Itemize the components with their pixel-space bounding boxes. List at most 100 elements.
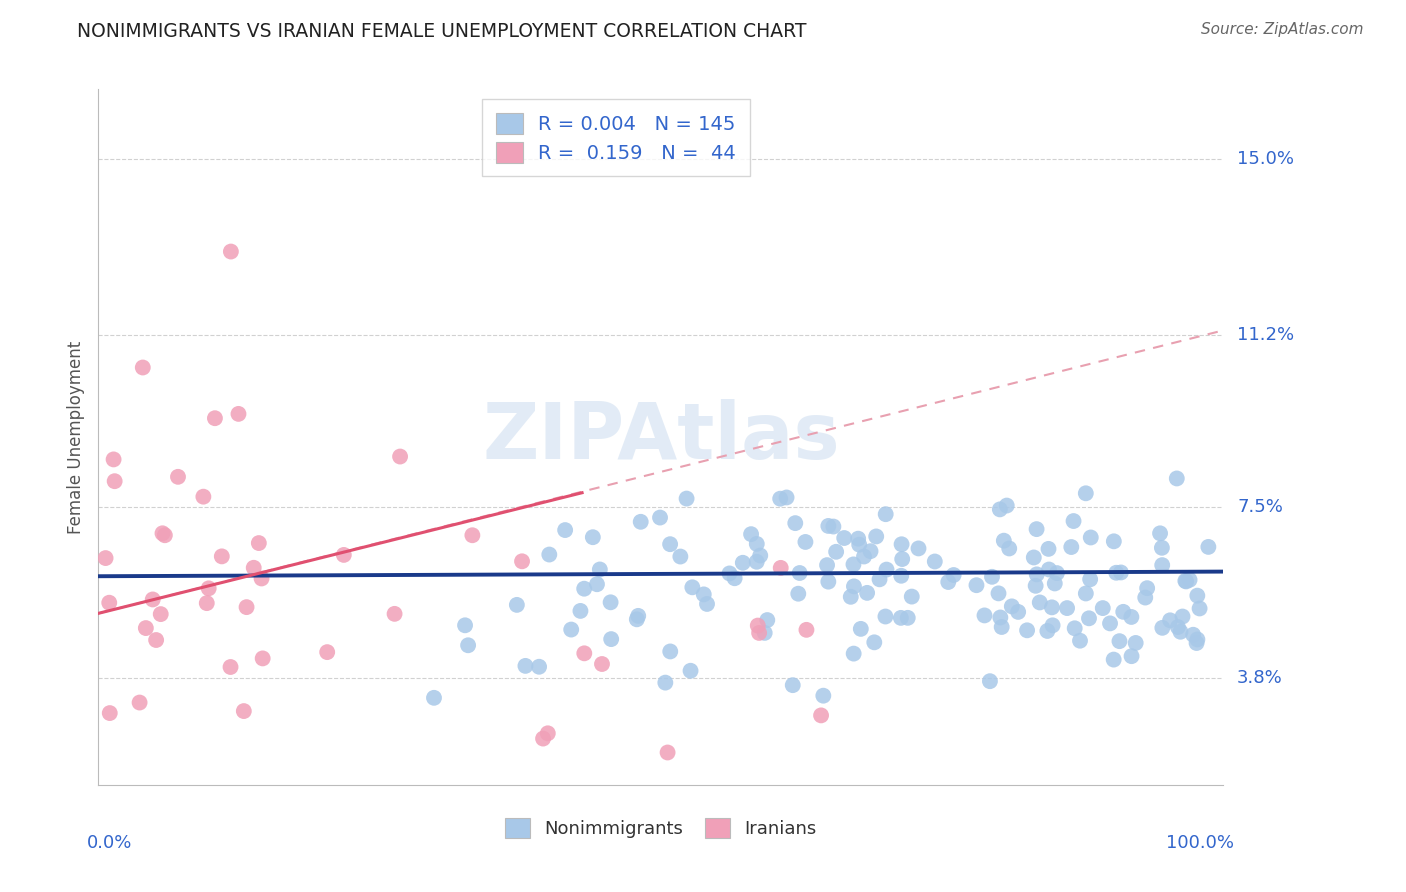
Point bbox=[538, 548, 561, 562]
Point bbox=[1159, 613, 1181, 627]
Point bbox=[787, 587, 810, 601]
Point bbox=[987, 586, 1010, 600]
Point bbox=[389, 450, 412, 464]
Point bbox=[740, 527, 762, 541]
Point bbox=[599, 595, 621, 609]
Point bbox=[1025, 522, 1047, 536]
Point bbox=[815, 558, 838, 573]
Text: 15.0%: 15.0% bbox=[1237, 150, 1294, 168]
Point bbox=[865, 529, 887, 543]
Point bbox=[890, 568, 912, 582]
Point bbox=[749, 549, 772, 563]
Point bbox=[839, 590, 862, 604]
Point bbox=[333, 548, 356, 562]
Point bbox=[731, 556, 754, 570]
Point bbox=[979, 674, 1001, 689]
Point bbox=[648, 510, 671, 524]
Point bbox=[219, 660, 242, 674]
Point bbox=[250, 572, 273, 586]
Point bbox=[675, 491, 697, 506]
Point bbox=[981, 570, 1004, 584]
Point bbox=[1074, 486, 1097, 500]
Point bbox=[842, 647, 865, 661]
Point bbox=[810, 708, 832, 723]
Point bbox=[1187, 589, 1209, 603]
Point bbox=[993, 533, 1015, 548]
Point bbox=[510, 554, 533, 568]
Point bbox=[936, 574, 959, 589]
Point bbox=[998, 541, 1021, 556]
Point bbox=[1025, 567, 1047, 582]
Point bbox=[990, 620, 1012, 634]
Point bbox=[796, 623, 818, 637]
Text: 11.2%: 11.2% bbox=[1237, 326, 1295, 344]
Point bbox=[1091, 601, 1114, 615]
Point bbox=[681, 580, 703, 594]
Point bbox=[1063, 514, 1085, 528]
Point bbox=[1178, 573, 1201, 587]
Point bbox=[1149, 526, 1171, 541]
Point bbox=[657, 746, 679, 760]
Point bbox=[98, 706, 121, 720]
Point bbox=[94, 551, 117, 566]
Point bbox=[1038, 541, 1060, 556]
Point bbox=[1105, 566, 1128, 580]
Point bbox=[891, 552, 914, 566]
Point bbox=[454, 618, 477, 632]
Point bbox=[219, 244, 242, 259]
Point bbox=[1188, 601, 1211, 615]
Point bbox=[457, 638, 479, 652]
Point bbox=[696, 597, 718, 611]
Point bbox=[842, 558, 865, 572]
Point bbox=[582, 530, 605, 544]
Point bbox=[626, 612, 648, 626]
Point bbox=[1029, 595, 1052, 609]
Point bbox=[1175, 574, 1198, 589]
Point bbox=[748, 626, 770, 640]
Text: 0.0%: 0.0% bbox=[87, 834, 132, 852]
Point bbox=[863, 635, 886, 649]
Text: Source: ZipAtlas.com: Source: ZipAtlas.com bbox=[1201, 22, 1364, 37]
Y-axis label: Female Unemployment: Female Unemployment bbox=[66, 341, 84, 533]
Point bbox=[718, 566, 741, 581]
Point bbox=[103, 452, 125, 467]
Point bbox=[1078, 611, 1101, 625]
Point bbox=[1036, 624, 1059, 638]
Point bbox=[627, 608, 650, 623]
Point bbox=[149, 607, 172, 621]
Point bbox=[846, 532, 869, 546]
Point bbox=[942, 568, 965, 582]
Point bbox=[1007, 605, 1029, 619]
Point bbox=[907, 541, 929, 556]
Point bbox=[560, 623, 582, 637]
Point bbox=[1171, 609, 1194, 624]
Point bbox=[527, 659, 550, 673]
Point bbox=[461, 528, 484, 542]
Point bbox=[1060, 540, 1083, 554]
Point bbox=[1080, 531, 1102, 545]
Point bbox=[316, 645, 339, 659]
Point bbox=[1187, 632, 1209, 647]
Point bbox=[747, 618, 769, 632]
Point bbox=[1056, 601, 1078, 615]
Point bbox=[1152, 621, 1174, 635]
Point bbox=[1040, 600, 1063, 615]
Point bbox=[228, 407, 250, 421]
Point bbox=[890, 537, 912, 551]
Point bbox=[252, 651, 274, 665]
Text: 3.8%: 3.8% bbox=[1237, 669, 1282, 687]
Point bbox=[235, 600, 257, 615]
Point bbox=[1017, 624, 1039, 638]
Text: NONIMMIGRANTS VS IRANIAN FEMALE UNEMPLOYMENT CORRELATION CHART: NONIMMIGRANTS VS IRANIAN FEMALE UNEMPLOY… bbox=[77, 22, 807, 41]
Point bbox=[745, 537, 768, 551]
Point bbox=[537, 726, 560, 740]
Point bbox=[966, 578, 988, 592]
Point bbox=[825, 545, 848, 559]
Point bbox=[875, 507, 897, 521]
Point bbox=[153, 528, 176, 542]
Point bbox=[693, 587, 716, 601]
Point bbox=[1074, 586, 1097, 600]
Point bbox=[853, 549, 876, 564]
Point bbox=[384, 607, 406, 621]
Point bbox=[659, 644, 682, 658]
